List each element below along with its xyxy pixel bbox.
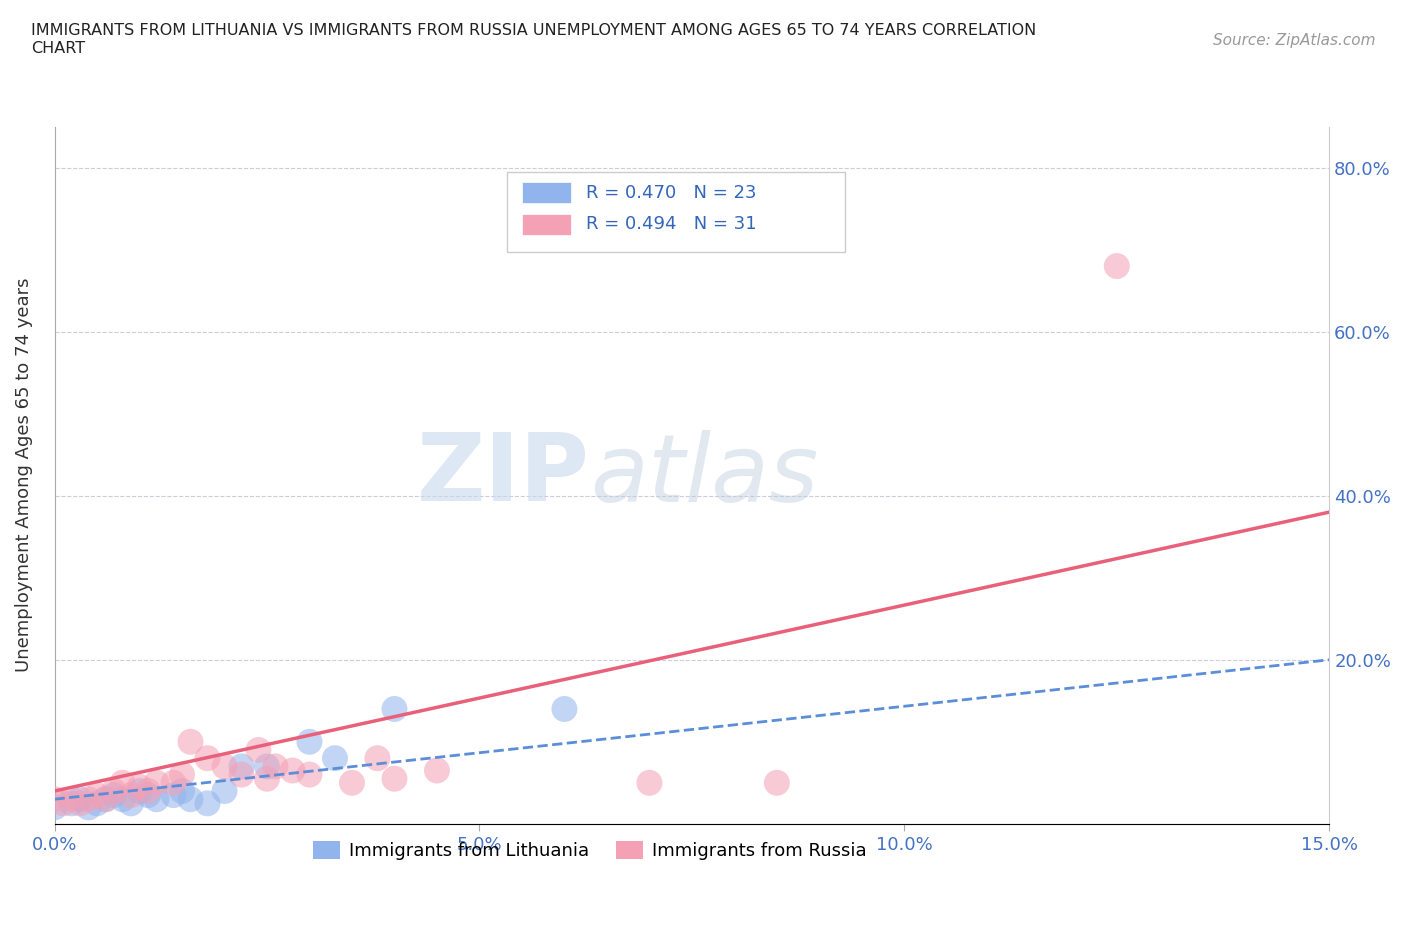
- Point: [214, 784, 236, 799]
- Point: [111, 791, 134, 806]
- Point: [111, 776, 134, 790]
- Point: [103, 784, 125, 799]
- Text: IMMIGRANTS FROM LITHUANIA VS IMMIGRANTS FROM RUSSIA UNEMPLOYMENT AMONG AGES 65 T: IMMIGRANTS FROM LITHUANIA VS IMMIGRANTS …: [31, 23, 1036, 56]
- Point: [231, 759, 253, 774]
- Point: [136, 784, 159, 799]
- Point: [77, 791, 100, 806]
- Point: [44, 800, 66, 815]
- Point: [298, 767, 321, 782]
- Point: [136, 788, 159, 803]
- Point: [44, 791, 66, 806]
- Point: [281, 763, 304, 777]
- FancyBboxPatch shape: [508, 172, 845, 252]
- Point: [52, 796, 75, 811]
- Point: [128, 779, 150, 794]
- Point: [120, 788, 142, 803]
- Legend: Immigrants from Lithuania, Immigrants from Russia: Immigrants from Lithuania, Immigrants fr…: [305, 833, 875, 867]
- FancyBboxPatch shape: [523, 182, 571, 204]
- Point: [256, 771, 278, 786]
- Point: [162, 788, 184, 803]
- Point: [256, 759, 278, 774]
- Point: [384, 701, 406, 716]
- Point: [214, 759, 236, 774]
- Point: [179, 791, 201, 806]
- Point: [170, 767, 193, 782]
- Point: [298, 735, 321, 750]
- Text: Source: ZipAtlas.com: Source: ZipAtlas.com: [1212, 33, 1375, 47]
- Point: [145, 791, 167, 806]
- Point: [197, 751, 219, 765]
- FancyBboxPatch shape: [523, 214, 571, 234]
- Point: [247, 742, 270, 757]
- Point: [766, 776, 789, 790]
- Point: [77, 800, 100, 815]
- Point: [179, 735, 201, 750]
- Text: atlas: atlas: [591, 430, 818, 521]
- Point: [69, 791, 91, 806]
- Point: [231, 767, 253, 782]
- Point: [197, 796, 219, 811]
- Point: [340, 776, 363, 790]
- Point: [638, 776, 661, 790]
- Text: ZIP: ZIP: [418, 430, 591, 521]
- Point: [94, 791, 117, 806]
- Point: [69, 796, 91, 811]
- Y-axis label: Unemployment Among Ages 65 to 74 years: Unemployment Among Ages 65 to 74 years: [15, 278, 32, 672]
- Point: [426, 763, 449, 777]
- Point: [553, 701, 575, 716]
- Point: [60, 796, 83, 811]
- Text: R = 0.494   N = 31: R = 0.494 N = 31: [586, 215, 756, 233]
- Point: [384, 771, 406, 786]
- Text: R = 0.470   N = 23: R = 0.470 N = 23: [586, 184, 756, 202]
- Point: [264, 759, 287, 774]
- Point: [103, 788, 125, 803]
- Point: [128, 784, 150, 799]
- Point: [170, 784, 193, 799]
- Point: [60, 791, 83, 806]
- Point: [120, 796, 142, 811]
- Point: [323, 751, 346, 765]
- Point: [86, 796, 108, 811]
- Point: [145, 776, 167, 790]
- Point: [94, 791, 117, 806]
- Point: [1105, 259, 1128, 273]
- Point: [162, 776, 184, 790]
- Point: [366, 751, 388, 765]
- Point: [86, 788, 108, 803]
